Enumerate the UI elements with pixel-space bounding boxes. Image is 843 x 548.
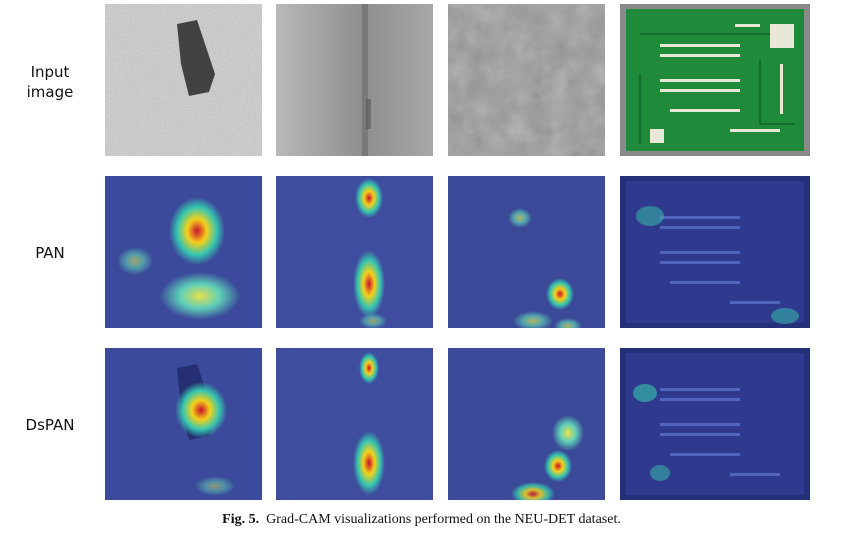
dspan-heatmap-scratch: [276, 348, 433, 500]
row-label-input-image: Input image: [0, 62, 100, 102]
row-label-text: Input image: [26, 63, 74, 101]
figure-caption-text: Grad-CAM visualizations performed on the…: [266, 512, 621, 527]
dspan-heatmap-pcb: [620, 348, 810, 500]
input-image-pcb: [620, 4, 810, 156]
row-label-pan: PAN: [35, 244, 65, 262]
pan-heatmap-inclusion: [448, 176, 605, 328]
input-image-inclusion: [448, 4, 605, 156]
dspan-heatmap-inclusion: [448, 348, 605, 500]
input-image-crazing: [105, 4, 262, 156]
pan-heatmap-crazing: [105, 176, 262, 328]
figure-number: Fig. 5.: [222, 512, 260, 527]
figure-caption: Fig. 5. Grad-CAM visualizations performe…: [0, 512, 843, 528]
dspan-heatmap-crazing: [105, 348, 262, 500]
pan-heatmap-scratch: [276, 176, 433, 328]
row-label-dspan: DsPAN: [25, 416, 75, 434]
pan-heatmap-pcb: [620, 176, 810, 328]
input-image-scratch: [276, 4, 433, 156]
